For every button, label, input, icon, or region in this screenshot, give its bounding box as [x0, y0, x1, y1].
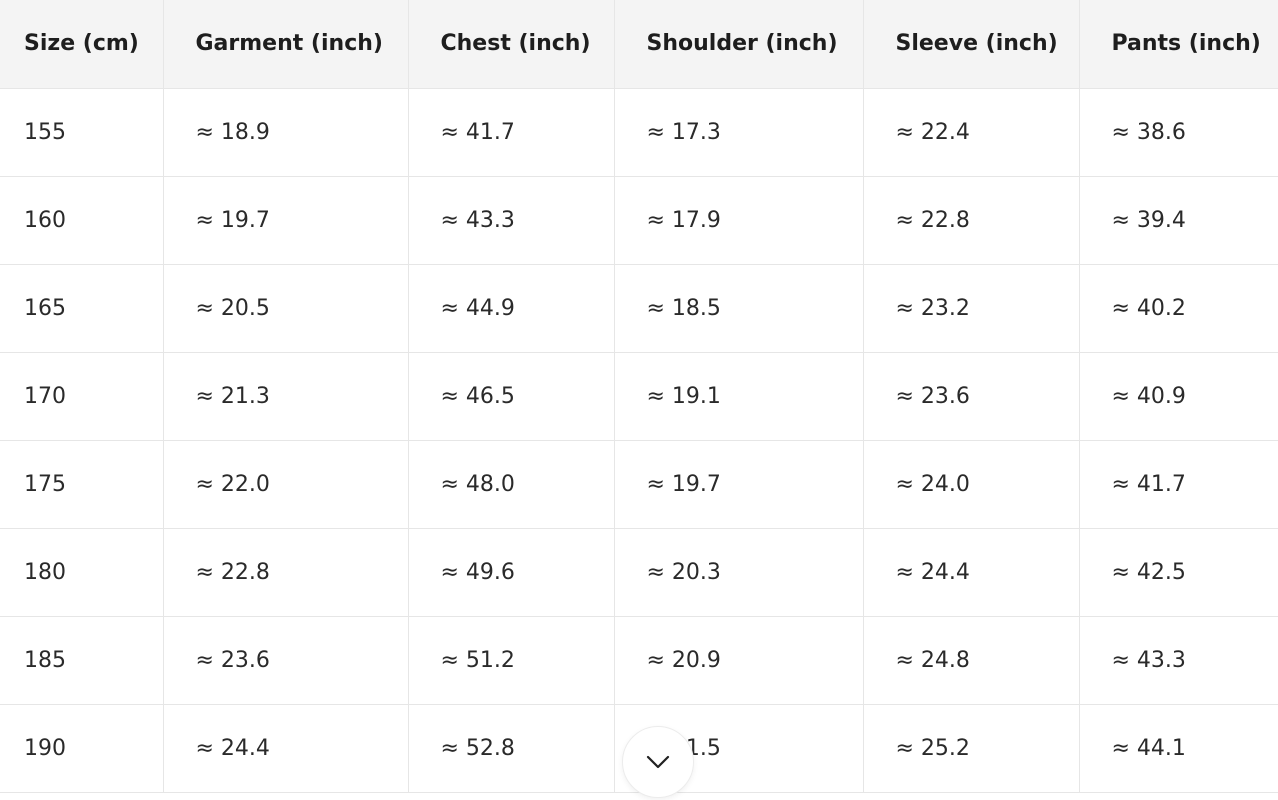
table-row: 190 ≈ 24.4 ≈ 52.8 ≈ 21.5 ≈ 25.2 ≈ 44.1 — [0, 704, 1278, 793]
cell-chest: ≈ 41.7 — [408, 88, 615, 177]
cell-chest: ≈ 51.2 — [408, 616, 615, 705]
table-row: 180 ≈ 22.8 ≈ 49.6 ≈ 20.3 ≈ 24.4 ≈ 42.5 — [0, 528, 1278, 617]
cell-size: 190 — [0, 704, 164, 793]
cell-garment: ≈ 22.8 — [163, 528, 409, 617]
cell-garment: ≈ 24.4 — [163, 704, 409, 793]
header-chest: Chest (inch) — [408, 0, 615, 89]
header-pants: Pants (inch) — [1079, 0, 1278, 89]
cell-garment: ≈ 23.6 — [163, 616, 409, 705]
cell-pants: ≈ 39.4 — [1079, 176, 1278, 265]
cell-size: 180 — [0, 528, 164, 617]
cell-chest: ≈ 44.9 — [408, 264, 615, 353]
cell-garment: ≈ 20.5 — [163, 264, 409, 353]
cell-chest: ≈ 49.6 — [408, 528, 615, 617]
cell-pants: ≈ 42.5 — [1079, 528, 1278, 617]
cell-garment: ≈ 22.0 — [163, 440, 409, 529]
header-garment: Garment (inch) — [163, 0, 409, 89]
header-row: Size (cm) Garment (inch) Chest (inch) Sh… — [0, 0, 1278, 89]
cell-shoulder: ≈ 18.5 — [614, 264, 864, 353]
cell-sleeve: ≈ 24.0 — [863, 440, 1080, 529]
table-row: 160 ≈ 19.7 ≈ 43.3 ≈ 17.9 ≈ 22.8 ≈ 39.4 — [0, 176, 1278, 265]
cell-pants: ≈ 38.6 — [1079, 88, 1278, 177]
cell-pants: ≈ 43.3 — [1079, 616, 1278, 705]
cell-sleeve: ≈ 22.4 — [863, 88, 1080, 177]
cell-pants: ≈ 40.9 — [1079, 352, 1278, 441]
cell-pants: ≈ 40.2 — [1079, 264, 1278, 353]
cell-sleeve: ≈ 24.4 — [863, 528, 1080, 617]
cell-garment: ≈ 19.7 — [163, 176, 409, 265]
table-row: 175 ≈ 22.0 ≈ 48.0 ≈ 19.7 ≈ 24.0 ≈ 41.7 — [0, 440, 1278, 529]
table-row: 165 ≈ 20.5 ≈ 44.9 ≈ 18.5 ≈ 23.2 ≈ 40.2 — [0, 264, 1278, 353]
header-shoulder: Shoulder (inch) — [614, 0, 864, 89]
cell-shoulder: ≈ 17.9 — [614, 176, 864, 265]
table-row: 155 ≈ 18.9 ≈ 41.7 ≈ 17.3 ≈ 22.4 ≈ 38.6 — [0, 88, 1278, 177]
header-size: Size (cm) — [0, 0, 164, 89]
table-row: 170 ≈ 21.3 ≈ 46.5 ≈ 19.1 ≈ 23.6 ≈ 40.9 — [0, 352, 1278, 441]
cell-chest: ≈ 46.5 — [408, 352, 615, 441]
chevron-down-icon — [646, 755, 670, 769]
cell-sleeve: ≈ 22.8 — [863, 176, 1080, 265]
cell-size: 175 — [0, 440, 164, 529]
cell-shoulder: ≈ 19.1 — [614, 352, 864, 441]
cell-shoulder: ≈ 17.3 — [614, 88, 864, 177]
cell-shoulder: ≈ 20.3 — [614, 528, 864, 617]
cell-chest: ≈ 48.0 — [408, 440, 615, 529]
cell-size: 165 — [0, 264, 164, 353]
cell-pants: ≈ 44.1 — [1079, 704, 1278, 793]
cell-chest: ≈ 43.3 — [408, 176, 615, 265]
cell-size: 170 — [0, 352, 164, 441]
table-row: 185 ≈ 23.6 ≈ 51.2 ≈ 20.9 ≈ 24.8 ≈ 43.3 — [0, 616, 1278, 705]
cell-shoulder: ≈ 20.9 — [614, 616, 864, 705]
table-body: 155 ≈ 18.9 ≈ 41.7 ≈ 17.3 ≈ 22.4 ≈ 38.6 1… — [0, 88, 1278, 793]
cell-sleeve: ≈ 24.8 — [863, 616, 1080, 705]
scroll-down-button[interactable] — [622, 726, 694, 798]
header-sleeve: Sleeve (inch) — [863, 0, 1080, 89]
cell-size: 155 — [0, 88, 164, 177]
cell-chest: ≈ 52.8 — [408, 704, 615, 793]
cell-sleeve: ≈ 23.2 — [863, 264, 1080, 353]
cell-size: 160 — [0, 176, 164, 265]
cell-pants: ≈ 41.7 — [1079, 440, 1278, 529]
cell-size: 185 — [0, 616, 164, 705]
cell-garment: ≈ 18.9 — [163, 88, 409, 177]
cell-shoulder: ≈ 19.7 — [614, 440, 864, 529]
table-header: Size (cm) Garment (inch) Chest (inch) Sh… — [0, 0, 1278, 89]
cell-sleeve: ≈ 25.2 — [863, 704, 1080, 793]
cell-garment: ≈ 21.3 — [163, 352, 409, 441]
cell-sleeve: ≈ 23.6 — [863, 352, 1080, 441]
